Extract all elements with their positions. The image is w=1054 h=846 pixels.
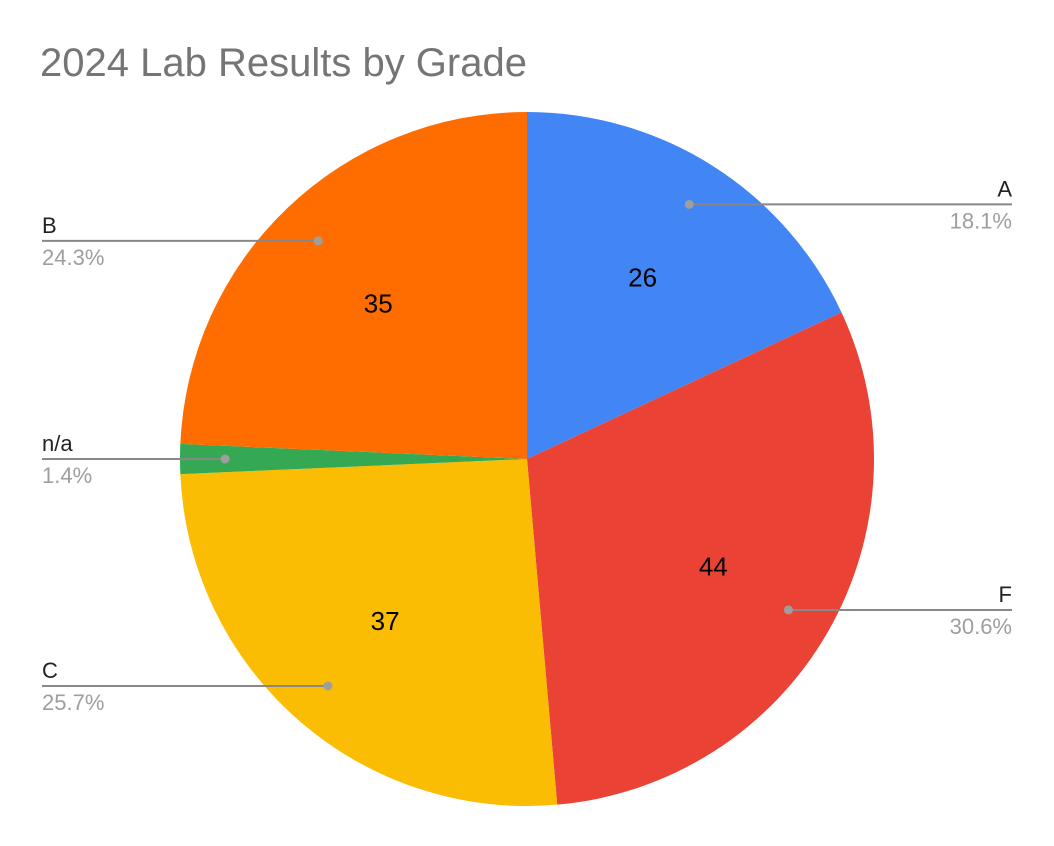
pie-slice-n-a — [179, 443, 527, 475]
leader-dot-a — [684, 199, 694, 209]
value-label-b: 35 — [364, 289, 393, 319]
slice-name-f: F — [999, 582, 1012, 607]
value-label-c: 37 — [371, 606, 400, 636]
chart-title: 2024 Lab Results by Grade — [40, 41, 527, 85]
slice-name-b: B — [42, 213, 57, 238]
slice-percent-b: 24.3% — [42, 245, 104, 270]
slice-percent-n-a: 1.4% — [42, 463, 92, 488]
leader-dot-b — [313, 236, 323, 246]
value-labels: 26 44 37 35 — [364, 263, 728, 636]
value-label-f: 44 — [699, 552, 728, 582]
pie-slice-b — [180, 112, 527, 459]
pie-slice-a — [527, 112, 842, 459]
value-label-a: 26 — [628, 263, 657, 293]
slice-percent-a: 18.1% — [950, 208, 1012, 233]
leader-dot-c — [323, 681, 333, 691]
pie-slice-f — [527, 312, 875, 805]
slice-name-n-a: n/a — [42, 431, 73, 456]
pie-slice-c — [180, 459, 558, 807]
leader-lines: A 18.1% F 30.6% C 25.7% n/a 1.4% B 24.3% — [42, 176, 1012, 715]
slice-name-c: C — [42, 658, 58, 683]
slice-percent-f: 30.6% — [950, 614, 1012, 639]
leader-dot-n-a — [220, 454, 230, 464]
slice-name-a: A — [997, 176, 1012, 201]
leader-dot-f — [783, 605, 793, 615]
pie-slices — [179, 112, 875, 807]
slice-percent-c: 25.7% — [42, 690, 104, 715]
